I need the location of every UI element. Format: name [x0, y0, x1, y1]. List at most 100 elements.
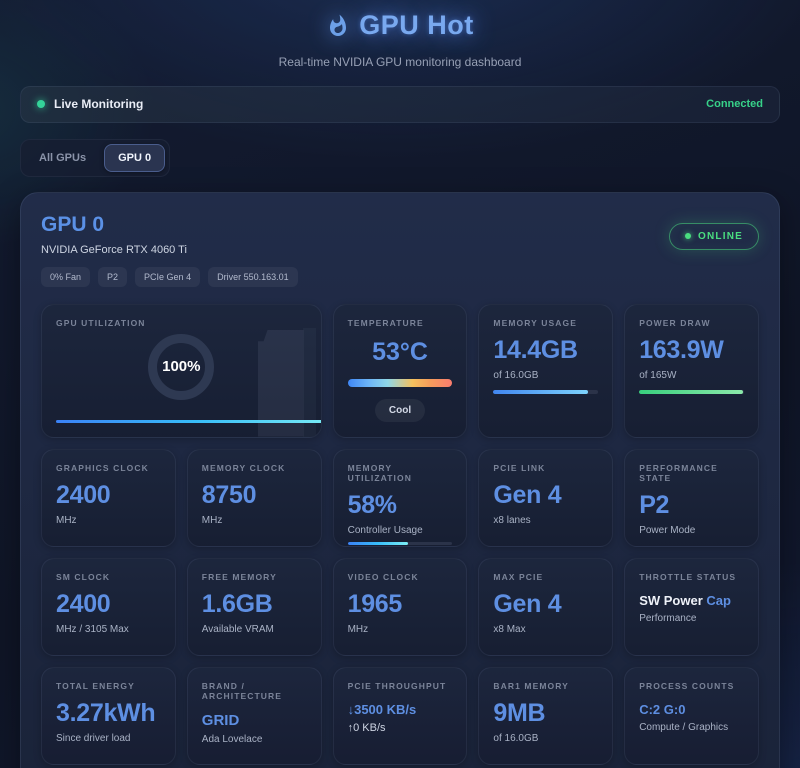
- app-subtitle: Real-time NVIDIA GPU monitoring dashboar…: [278, 54, 522, 69]
- metric-label: MEMORY UTILIZATION: [347, 462, 412, 483]
- memory-clock-sub: MHz: [201, 514, 223, 526]
- utilization-donut: 100%: [148, 333, 215, 400]
- card-sm-clock: SM CLOCK 2400 MHz / 3105 Max: [41, 557, 176, 656]
- metric-label: MAX PCIE: [493, 571, 544, 582]
- pcie-rx-value: ↓3500 KB/s: [347, 701, 417, 717]
- metric-label: PROCESS COUNTS: [639, 680, 735, 691]
- card-power-draw: POWER DRAW 163.9W of 165W: [624, 303, 759, 438]
- gpu-badges: 0% Fan P2 PCIe Gen 4 Driver 550.163.01: [41, 266, 298, 287]
- card-temperature: TEMPERATURE 53°C Cool: [332, 303, 468, 438]
- utilization-history-area: [257, 329, 304, 437]
- metric-label: BAR1 MEMORY: [493, 680, 569, 691]
- power-draw-sub: of 165W: [639, 369, 677, 381]
- live-status-dot-icon: [37, 100, 45, 108]
- gpu-card-header: GPU 0 NVIDIA GeForce RTX 4060 Ti 0% Fan …: [41, 213, 759, 287]
- online-label: ONLINE: [698, 230, 743, 242]
- sm-clock-value: 2400: [56, 589, 111, 618]
- pcie-link-value: Gen 4: [493, 480, 562, 509]
- throttle-status-value: SW Power Cap: [639, 593, 744, 608]
- temperature-gradient-bar: [347, 378, 453, 387]
- card-video-clock: VIDEO CLOCK 1965 MHz: [332, 557, 468, 656]
- metric-label: PCIE THROUGHPUT: [347, 680, 447, 691]
- gpu-title: GPU 0: [41, 212, 105, 236]
- badge-pcie-gen: PCIe Gen 4: [135, 266, 201, 287]
- metric-label: FREE MEMORY: [201, 571, 277, 582]
- metric-label: MEMORY CLOCK: [201, 462, 286, 473]
- card-bar1-memory: BAR1 MEMORY 9MB of 16.0GB: [478, 666, 614, 765]
- performance-state-sub: Power Mode: [639, 524, 696, 536]
- metric-label: BRAND / ARCHITECTURE: [201, 680, 283, 701]
- brand-value: GRID: [201, 711, 240, 729]
- metric-label: MEMORY USAGE: [493, 317, 577, 328]
- performance-state-value: P2: [639, 490, 670, 519]
- card-brand-architecture: BRAND / ARCHITECTURE GRID Ada Lovelace: [186, 666, 322, 765]
- card-memory-clock: MEMORY CLOCK 8750 MHz: [186, 448, 322, 547]
- pcie-link-sub: x8 lanes: [493, 514, 531, 526]
- gpu-tabs: All GPUs GPU 0: [20, 138, 171, 177]
- process-counts-sub: Compute / Graphics: [639, 721, 729, 733]
- live-monitoring-label: Live Monitoring: [54, 97, 144, 111]
- memory-utilization-bar: [347, 541, 409, 545]
- card-process-counts: PROCESS COUNTS C:2 G:0 Compute / Graphic…: [624, 666, 759, 765]
- sm-clock-sub: MHz / 3105 Max: [56, 623, 129, 635]
- memory-utilization-bar-track: [347, 541, 453, 545]
- gpu-0-panel: GPU 0 NVIDIA GeForce RTX 4060 Ti 0% Fan …: [20, 191, 780, 768]
- badge-pstate: P2: [98, 266, 128, 287]
- card-pcie-throughput: PCIE THROUGHPUT ↓3500 KB/s ↑0 KB/s: [332, 666, 468, 765]
- memory-utilization-value: 58%: [347, 490, 397, 519]
- free-memory-value: 1.6GB: [201, 589, 273, 618]
- metric-label: GPU UTILIZATION: [56, 317, 146, 328]
- total-energy-value: 3.27kWh: [56, 698, 156, 727]
- temperature-status-chip: Cool: [374, 398, 426, 422]
- architecture-sub: Ada Lovelace: [201, 733, 263, 745]
- card-graphics-clock: GRAPHICS CLOCK 2400 MHz: [41, 448, 176, 547]
- card-max-pcie: MAX PCIE Gen 4 x8 Max: [478, 557, 614, 656]
- metric-label: TOTAL ENERGY: [56, 680, 135, 691]
- badge-driver: Driver 550.163.01: [208, 266, 298, 287]
- graphics-clock-value: 2400: [56, 480, 111, 509]
- card-performance-state: PERFORMANCE STATE P2 Power Mode: [624, 448, 759, 547]
- tab-gpu-0[interactable]: GPU 0: [104, 143, 166, 172]
- max-pcie-value: Gen 4: [493, 589, 562, 618]
- metric-label: VIDEO CLOCK: [347, 571, 419, 582]
- video-clock-sub: MHz: [347, 623, 369, 635]
- metric-label: THROTTLE STATUS: [639, 571, 737, 582]
- connection-status: Connected: [706, 98, 763, 110]
- throttle-status-sub: Performance: [639, 612, 697, 624]
- metric-label: SM CLOCK: [56, 571, 111, 582]
- memory-usage-bar-track: [493, 389, 599, 394]
- video-clock-value: 1965: [347, 589, 403, 618]
- card-free-memory: FREE MEMORY 1.6GB Available VRAM: [186, 557, 322, 656]
- memory-usage-bar: [493, 389, 588, 394]
- metrics-grid: GPU UTILIZATION 100% TEMPERATURE 53°C Co…: [41, 303, 759, 765]
- total-energy-sub: Since driver load: [56, 732, 131, 744]
- card-pcie-link: PCIE LINK Gen 4 x8 lanes: [478, 448, 614, 547]
- graphics-clock-sub: MHz: [56, 514, 77, 526]
- badge-fan: 0% Fan: [41, 266, 91, 287]
- power-draw-bar-track: [639, 389, 744, 394]
- gpu-name: NVIDIA GeForce RTX 4060 Ti: [41, 243, 187, 256]
- metric-label: PERFORMANCE STATE: [639, 462, 718, 483]
- throttle-main: SW Power: [639, 592, 703, 608]
- tab-all-gpus[interactable]: All GPUs: [25, 144, 100, 172]
- card-throttle-status: THROTTLE STATUS SW Power Cap Performance: [624, 557, 759, 656]
- power-draw-bar: [639, 389, 743, 394]
- online-dot-icon: [685, 233, 692, 239]
- bar1-memory-value: 9MB: [493, 698, 546, 727]
- process-counts-value: C:2 G:0: [639, 701, 686, 717]
- card-memory-usage: MEMORY USAGE 14.4GB of 16.0GB: [478, 303, 614, 438]
- temperature-value: 53°C: [372, 337, 428, 366]
- metric-label: POWER DRAW: [639, 317, 711, 328]
- card-total-energy: TOTAL ENERGY 3.27kWh Since driver load: [41, 666, 176, 765]
- card-gpu-utilization: GPU UTILIZATION 100%: [41, 303, 322, 438]
- app-title: GPU Hot: [359, 10, 474, 40]
- memory-clock-value: 8750: [201, 480, 257, 509]
- live-monitoring-bar: Live Monitoring Connected: [20, 85, 780, 123]
- free-memory-sub: Available VRAM: [201, 623, 274, 635]
- online-status-badge: ONLINE: [669, 222, 759, 250]
- utilization-bar: [56, 419, 321, 423]
- power-draw-value: 163.9W: [639, 335, 724, 364]
- memory-utilization-sub: Controller Usage: [347, 524, 423, 536]
- memory-usage-sub: of 16.0GB: [493, 369, 539, 381]
- flame-icon: [330, 14, 347, 36]
